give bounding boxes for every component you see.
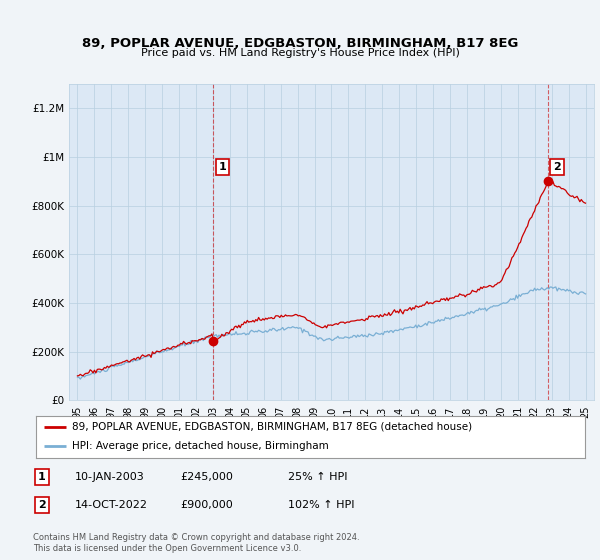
Text: 10-JAN-2003: 10-JAN-2003 <box>75 472 145 482</box>
Text: £245,000: £245,000 <box>180 472 233 482</box>
Text: HPI: Average price, detached house, Birmingham: HPI: Average price, detached house, Birm… <box>71 441 328 451</box>
Text: 14-OCT-2022: 14-OCT-2022 <box>75 500 148 510</box>
Text: Price paid vs. HM Land Registry's House Price Index (HPI): Price paid vs. HM Land Registry's House … <box>140 48 460 58</box>
Text: 25% ↑ HPI: 25% ↑ HPI <box>288 472 347 482</box>
Text: 1: 1 <box>38 472 46 482</box>
Text: 89, POPLAR AVENUE, EDGBASTON, BIRMINGHAM, B17 8EG: 89, POPLAR AVENUE, EDGBASTON, BIRMINGHAM… <box>82 36 518 50</box>
Text: 2: 2 <box>553 162 561 172</box>
Text: 102% ↑ HPI: 102% ↑ HPI <box>288 500 355 510</box>
Text: Contains HM Land Registry data © Crown copyright and database right 2024.
This d: Contains HM Land Registry data © Crown c… <box>33 534 359 553</box>
Text: 1: 1 <box>218 162 226 172</box>
Text: 89, POPLAR AVENUE, EDGBASTON, BIRMINGHAM, B17 8EG (detached house): 89, POPLAR AVENUE, EDGBASTON, BIRMINGHAM… <box>71 422 472 432</box>
Text: £900,000: £900,000 <box>180 500 233 510</box>
Text: 2: 2 <box>38 500 46 510</box>
